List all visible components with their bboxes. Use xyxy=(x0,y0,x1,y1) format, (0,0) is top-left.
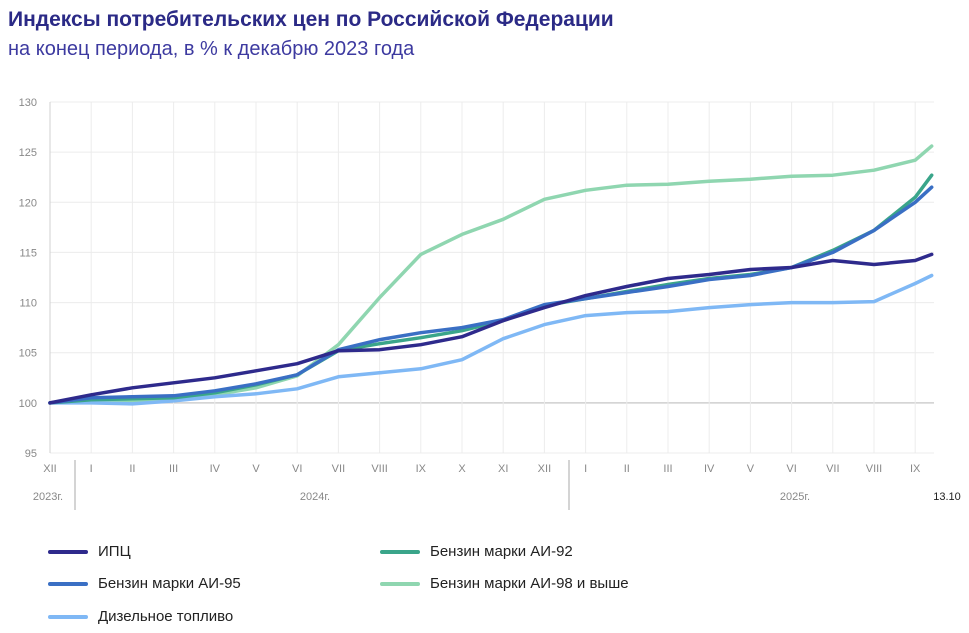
legend-swatch xyxy=(380,581,420,586)
x-tick-label: II xyxy=(129,463,135,475)
x-tick-label: VII xyxy=(332,463,345,475)
x-tick-label: I xyxy=(90,463,93,475)
year-label: 2024г. xyxy=(300,491,330,503)
x-tick-label: X xyxy=(458,463,466,475)
x-tick-label: IV xyxy=(704,463,715,475)
year-label: 2025г. xyxy=(780,491,810,503)
x-tick-label: I xyxy=(584,463,587,475)
x-tick-label: IV xyxy=(210,463,221,475)
legend-label: Дизельное топливо xyxy=(98,608,234,625)
legend-item: Бензин марки АИ-92 xyxy=(380,543,573,560)
x-tick-label: VII xyxy=(826,463,839,475)
series-line-1 xyxy=(48,173,934,405)
x-tick-label: II xyxy=(624,463,630,475)
year-label: 2023г. xyxy=(33,491,63,503)
legend-label: Бензин марки АИ-92 xyxy=(430,543,573,560)
legend-item: ИПЦ xyxy=(48,543,131,560)
chart-subtitle: на конец периода, в % к декабрю 2023 год… xyxy=(8,38,415,60)
x-tick-label-date: 13.10 xyxy=(933,491,961,503)
x-tick-label: XII xyxy=(43,463,56,475)
x-tick-label: XI xyxy=(498,463,508,475)
y-tick-label: 125 xyxy=(19,147,37,159)
legend-swatch xyxy=(48,614,88,619)
legend-label: ИПЦ xyxy=(98,543,131,560)
y-tick-label: 95 xyxy=(25,448,37,460)
x-tick-label: VIII xyxy=(866,463,883,475)
y-tick-label: 105 xyxy=(19,348,37,360)
y-tick-label: 130 xyxy=(19,97,37,109)
legend-item: Бензин марки АИ-95 xyxy=(48,575,241,592)
legend-item: Бензин марки АИ-98 и выше xyxy=(380,575,629,592)
x-tick-label: XII xyxy=(538,463,551,475)
series-line-0 xyxy=(48,252,934,405)
series-line-4 xyxy=(48,273,934,406)
legend-item: Дизельное топливо xyxy=(48,608,233,625)
legend-label: Бензин марки АИ-95 xyxy=(98,575,241,592)
y-tick-label: 120 xyxy=(19,197,37,209)
x-tick-label: III xyxy=(169,463,178,475)
x-tick-label: IX xyxy=(416,463,427,475)
legend-swatch xyxy=(380,549,420,554)
x-tick-label: VIII xyxy=(371,463,388,475)
legend-swatch xyxy=(48,581,88,586)
legend-label: Бензин марки АИ-98 и выше xyxy=(430,575,629,592)
y-tick-label: 110 xyxy=(19,298,37,310)
series-line-2 xyxy=(48,185,934,405)
y-tick-label: 100 xyxy=(19,398,37,410)
x-tick-label: VI xyxy=(786,463,796,475)
y-tick-label: 115 xyxy=(19,247,37,259)
x-tick-label: V xyxy=(252,463,260,475)
x-tick-label: IX xyxy=(910,463,921,475)
chart-title: Индексы потребительских цен по Российско… xyxy=(8,8,614,31)
x-tick-label: VI xyxy=(292,463,302,475)
legend-swatch xyxy=(48,549,88,554)
series-line-3 xyxy=(48,144,934,405)
x-tick-label: III xyxy=(663,463,672,475)
x-tick-label: V xyxy=(747,463,755,475)
